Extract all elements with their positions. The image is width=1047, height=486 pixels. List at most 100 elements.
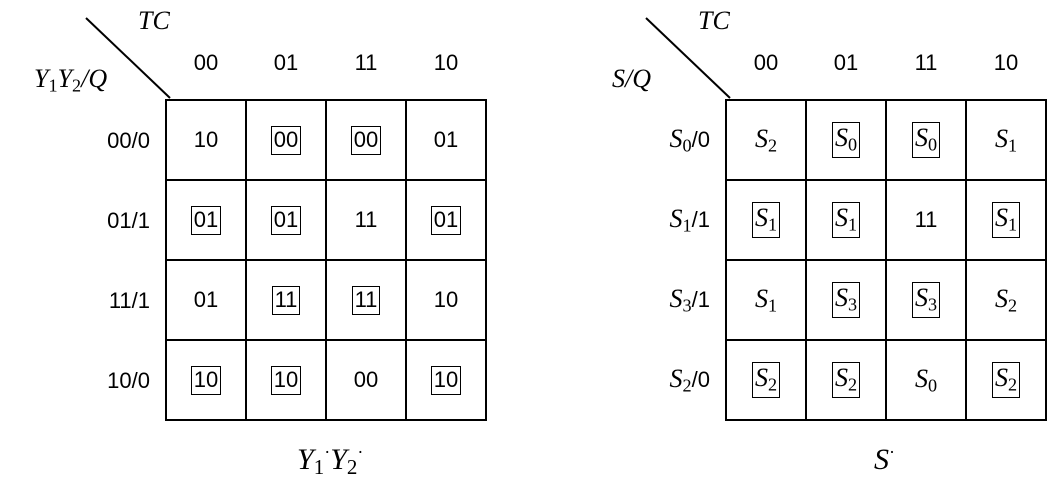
- state-subscript: 1: [1007, 135, 1018, 156]
- state-subscript: 0: [847, 134, 858, 155]
- left-grid-cell: 00: [325, 99, 407, 181]
- state-letter: S: [754, 283, 768, 313]
- right-row-state-subscript: 3: [682, 295, 692, 316]
- next-state-value: 00: [353, 366, 379, 392]
- right-column-header-3: 11: [914, 50, 938, 75]
- right-row-state-letter: S: [669, 204, 683, 233]
- right-row-output: /0: [691, 367, 710, 392]
- next-state-symbol: 11: [914, 206, 938, 232]
- next-state-symbol: S2: [994, 283, 1018, 316]
- left-grid-cell: 10: [245, 339, 327, 421]
- left-grid-cell: 10: [405, 259, 487, 341]
- left-row-header-4: 10/0: [107, 368, 150, 393]
- right-grid-cell: S1: [965, 99, 1047, 181]
- right-grid-cell: S2: [965, 259, 1047, 341]
- stable-state-value: 11: [271, 285, 301, 315]
- right-column-header-2: 01: [833, 50, 859, 75]
- state-letter: 11: [914, 206, 938, 232]
- state-subscript: 1: [767, 295, 778, 316]
- left-grid-row: 01 11 11 10: [165, 259, 487, 341]
- left-column-header-2: 01: [273, 50, 299, 75]
- state-subscript: 1: [847, 214, 858, 235]
- right-grid-cell: S0: [805, 99, 887, 181]
- state-subscript: 2: [1007, 295, 1018, 316]
- left-column-header-3: 11: [354, 50, 378, 75]
- stable-state-value: 01: [430, 205, 462, 235]
- state-letter: S: [754, 123, 768, 153]
- stable-state-symbol: S1: [831, 202, 861, 238]
- state-subscript: 2: [847, 374, 858, 395]
- stable-state-value: 00: [270, 125, 302, 155]
- state-letter: S: [914, 283, 928, 313]
- left-corner-diagonal: [85, 17, 171, 99]
- next-state-value: 01: [193, 286, 219, 312]
- stable-state-symbol: S2: [751, 362, 781, 398]
- right-grid-cell: S1: [965, 179, 1047, 261]
- right-corner-left-label: S/Q: [612, 64, 651, 93]
- state-subscript: 3: [927, 294, 938, 315]
- left-grid-cell: 01: [405, 99, 487, 181]
- right-map-grid: S2 S0 S0 S1 S1 S1 11 S1 S1 S3 S3 S2 S2 S2 S0 S2: [725, 99, 1047, 421]
- left-column-header-1: 00: [193, 50, 219, 75]
- next-state-value: 10: [193, 126, 219, 152]
- left-grid-row: 01 01 11 01: [165, 179, 487, 261]
- left-grid-cell: 01: [245, 179, 327, 261]
- stable-state-value: 10: [190, 365, 222, 395]
- next-state-symbol: S1: [994, 123, 1018, 156]
- stable-state-symbol: S3: [831, 282, 861, 318]
- right-row-header-2: S1/1: [670, 206, 710, 235]
- right-grid-row: S2 S2 S0 S2: [725, 339, 1047, 421]
- left-corner-left-label: Y1Y2/Q: [34, 64, 108, 96]
- left-map-grid: 10 00 00 01 01 01 11 01 01 11 11 10 10 10 00 10: [165, 99, 487, 421]
- left-column-header-4: 10: [433, 50, 459, 75]
- left-grid-cell: 01: [405, 179, 487, 261]
- right-grid-cell: S3: [805, 259, 887, 341]
- state-letter: S: [994, 363, 1008, 393]
- left-grid-cell: 11: [245, 259, 327, 341]
- state-letter: S: [994, 123, 1008, 153]
- left-corner-top-label: TC: [138, 6, 170, 35]
- state-letter: S: [834, 203, 848, 233]
- next-state-value: 11: [354, 206, 378, 232]
- state-subscript: 3: [847, 294, 858, 315]
- stable-state-symbol: S1: [751, 202, 781, 238]
- right-row-state-subscript: 1: [682, 215, 692, 236]
- state-letter: S: [994, 283, 1008, 313]
- state-letter: S: [994, 203, 1008, 233]
- right-row-output: /1: [691, 287, 710, 312]
- right-grid-cell: S0: [885, 339, 967, 421]
- right-row-state-subscript: 0: [682, 135, 692, 156]
- right-row-header-1: S0/0: [670, 126, 710, 155]
- stable-state-symbol: S2: [991, 362, 1021, 398]
- right-grid-cell: S1: [725, 179, 807, 261]
- state-letter: S: [834, 363, 848, 393]
- right-grid-cell: S2: [725, 339, 807, 421]
- left-grid-cell: 01: [165, 179, 247, 261]
- next-state-value: 10: [433, 286, 459, 312]
- right-row-output: /1: [691, 207, 710, 232]
- right-grid-cell: S3: [885, 259, 967, 341]
- right-corner-diagonal: [645, 17, 731, 99]
- left-grid-cell: 01: [165, 259, 247, 341]
- left-row-header-3: 11/1: [108, 288, 150, 313]
- state-letter: S: [914, 363, 928, 393]
- next-state-value: 01: [433, 126, 459, 152]
- left-grid-cell: 11: [325, 179, 407, 261]
- state-letter: S: [914, 123, 928, 153]
- right-grid-cell: S2: [805, 339, 887, 421]
- stable-state-symbol: S2: [831, 362, 861, 398]
- left-row-header-1: 00/0: [107, 128, 150, 153]
- left-grid-row: 10 00 00 01: [165, 99, 487, 181]
- right-grid-cell: S2: [725, 99, 807, 181]
- right-grid-cell: S1: [805, 179, 887, 261]
- right-row-output: /0: [691, 127, 710, 152]
- right-row-state-letter: S: [669, 284, 683, 313]
- left-grid-row: 10 10 00 10: [165, 339, 487, 421]
- right-column-header-1: 00: [753, 50, 779, 75]
- next-state-symbol: S2: [754, 123, 777, 155]
- left-row-header-2: 01/1: [107, 208, 150, 233]
- right-grid-cell: S0: [885, 99, 967, 181]
- stable-state-value: 10: [270, 365, 302, 395]
- state-letter: S: [754, 363, 768, 393]
- left-grid-cell: 00: [325, 339, 407, 421]
